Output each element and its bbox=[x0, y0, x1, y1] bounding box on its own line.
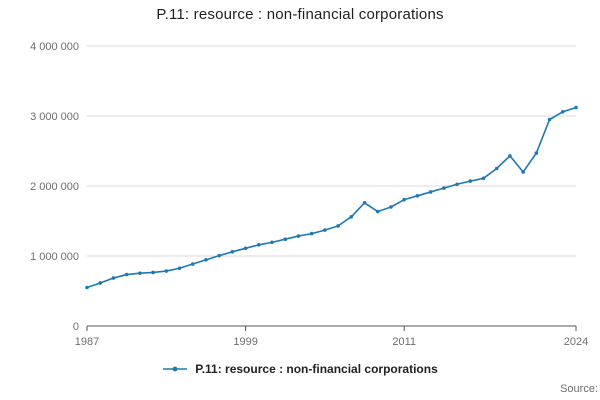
data-point bbox=[270, 240, 274, 245]
data-point bbox=[283, 237, 288, 241]
y-axis-tick-label: 4 000 000 bbox=[30, 41, 79, 53]
data-point bbox=[164, 269, 169, 273]
data-point bbox=[151, 270, 155, 275]
data-point bbox=[428, 190, 433, 194]
data-point bbox=[402, 197, 406, 202]
data-point bbox=[98, 281, 103, 285]
data-point bbox=[177, 266, 182, 271]
data-point bbox=[336, 224, 340, 228]
y-axis-tick-label: 0 bbox=[73, 321, 79, 333]
data-point bbox=[204, 258, 208, 262]
x-axis-tick-label: 1999 bbox=[233, 336, 257, 348]
data-point bbox=[521, 170, 525, 174]
series-line bbox=[86, 106, 577, 289]
data-point bbox=[296, 234, 301, 238]
data-point bbox=[190, 262, 195, 266]
data-point bbox=[468, 179, 473, 183]
x-axis-tick-label: 2024 bbox=[564, 336, 588, 348]
data-point bbox=[257, 243, 261, 247]
x-axis-tick-label: 2011 bbox=[392, 336, 416, 348]
y-axis-tick-label: 3 000 000 bbox=[30, 111, 79, 123]
y-axis-tick-label: 1 000 000 bbox=[30, 251, 79, 263]
data-point bbox=[138, 271, 142, 275]
legend: P.11: resource : non-financial corporati… bbox=[0, 362, 600, 376]
chart-title: P.11: resource : non-financial corporati… bbox=[156, 6, 444, 23]
data-point bbox=[323, 228, 327, 232]
x-axis-tick-label: 1987 bbox=[75, 336, 99, 348]
data-point bbox=[560, 110, 565, 114]
legend-line-marker-icon bbox=[163, 366, 188, 372]
data-point bbox=[375, 209, 380, 214]
data-point bbox=[574, 105, 578, 110]
legend-label: P.11: resource : non-financial corporati… bbox=[195, 362, 438, 376]
line-chart: 0 1 000 000 2 000 000 3 000 000 4 000 000 198… bbox=[30, 41, 588, 348]
data-point bbox=[455, 182, 459, 187]
data-point bbox=[494, 166, 499, 171]
source-label: Source: bbox=[560, 383, 598, 395]
data-point bbox=[547, 117, 552, 122]
data-point bbox=[230, 250, 235, 254]
data-point bbox=[362, 201, 367, 205]
data-point bbox=[111, 276, 116, 280]
data-point bbox=[508, 154, 512, 158]
data-point bbox=[349, 215, 354, 219]
data-point bbox=[442, 186, 446, 190]
data-point bbox=[85, 285, 89, 290]
data-point bbox=[243, 246, 248, 251]
data-point bbox=[309, 231, 314, 236]
data-point bbox=[389, 205, 393, 209]
y-axis-tick-label: 2 000 000 bbox=[30, 181, 79, 193]
data-point bbox=[534, 151, 539, 155]
data-point bbox=[217, 253, 221, 258]
data-point bbox=[415, 194, 420, 198]
data-point bbox=[124, 272, 129, 277]
data-point bbox=[481, 176, 486, 181]
